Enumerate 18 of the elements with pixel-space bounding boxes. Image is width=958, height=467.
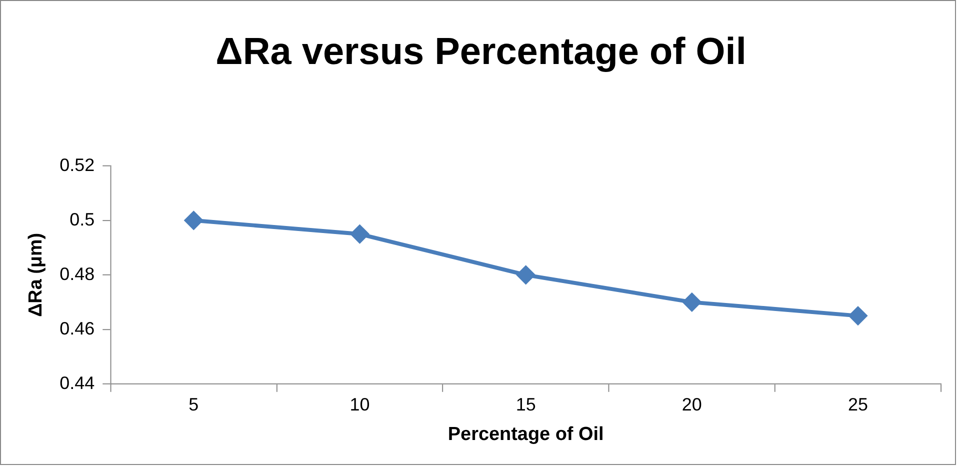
point [682,293,701,312]
y-tick-label: 0.46 [60,318,95,338]
point [350,225,369,243]
point [516,266,535,284]
x-tick-label: 10 [350,394,370,415]
y-tick-label: 0.52 [60,154,95,175]
point [184,211,203,230]
x-tick-label: 15 [516,394,536,415]
x-tick-label: 5 [188,394,199,415]
y-tick-label: 0.5 [70,209,95,230]
x-tick-label: 20 [682,394,702,415]
y-tick-label: 0.44 [60,372,95,393]
x-axis-title: Percentage of Oil [448,424,604,445]
y-tick-label: 0.48 [60,264,95,284]
point [849,306,867,325]
y-axis-title: ΔRa (μm) [26,232,47,317]
chart-title: ΔRa versus Percentage of Oil [216,31,746,73]
x-tick-label: 25 [848,394,868,415]
